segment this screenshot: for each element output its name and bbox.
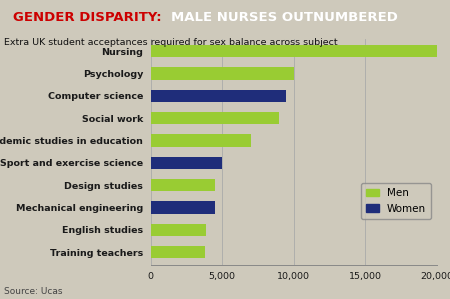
Bar xyxy=(151,157,222,169)
Bar xyxy=(151,90,287,102)
Bar xyxy=(151,246,205,258)
Bar xyxy=(151,67,293,80)
Text: Source: Ucas: Source: Ucas xyxy=(4,287,63,296)
Legend: Men, Women: Men, Women xyxy=(361,183,431,219)
Bar xyxy=(151,224,207,236)
Text: GENDER DISPARITY:: GENDER DISPARITY: xyxy=(13,11,166,24)
Text: MALE NURSES OUTNUMBERED: MALE NURSES OUTNUMBERED xyxy=(171,11,398,24)
Bar xyxy=(151,135,251,147)
Bar xyxy=(151,112,279,124)
Bar xyxy=(151,45,444,57)
Bar xyxy=(151,179,215,191)
Text: Extra UK student acceptances required for sex balance across subject: Extra UK student acceptances required fo… xyxy=(4,38,338,47)
Bar xyxy=(151,202,215,214)
